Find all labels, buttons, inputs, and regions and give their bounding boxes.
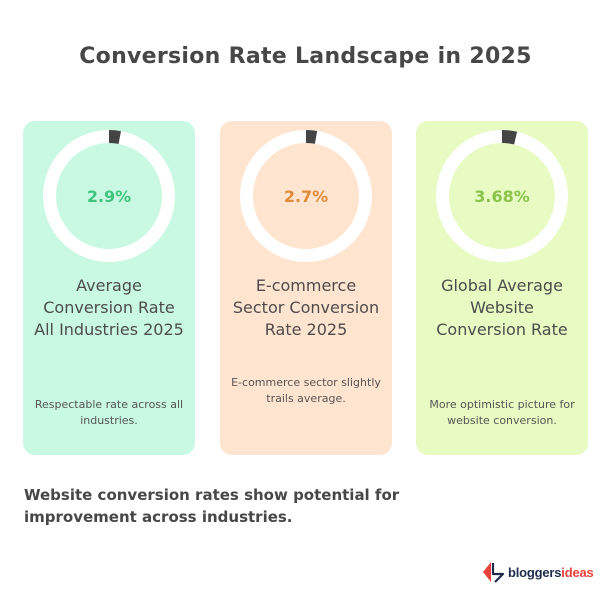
logo-text-ideas: ideas [561,564,594,580]
donut-ring-icon [240,130,372,262]
stat-label: Average Conversion Rate All Industries 2… [34,276,184,339]
donut-ring-icon [436,130,568,262]
donut-ring-icon [43,130,175,262]
logo-wordmark: bloggersideas [508,565,594,580]
stat-card-average-all-industries: 2.9% Average Conversion Rate All Industr… [23,121,195,455]
chart-title: Conversion Rate Landscape in 2025 [79,44,532,69]
stat-card-ecommerce-sector: 2.7% E-commerce Sector Conversion Rate 2… [220,121,392,455]
donut-gauge [240,130,372,262]
stat-label: E-commerce Sector Conversion Rate 2025 [232,276,380,339]
donut-gauge [436,130,568,262]
stat-description: More optimistic picture for website conv… [429,398,575,427]
bloggersideas-logo[interactable]: bloggersideas [483,560,594,584]
stat-description: Respectable rate across all industries. [34,398,184,427]
summary-text: Website conversion rates show potential … [24,486,400,526]
stat-card-global-website: 3.68% Global Average Website Conversion … [416,121,588,455]
donut-gauge [43,130,175,262]
stat-value: 2.7% [283,187,329,206]
stat-value: 3.68% [474,187,530,206]
stat-value: 2.9% [86,187,132,206]
logo-mark-icon [483,562,505,583]
stat-label: Global Average Website Conversion Rate [436,276,568,339]
stat-description: E-commerce sector slightly trails averag… [231,376,381,405]
logo-text-bloggers: bloggers [508,564,562,580]
